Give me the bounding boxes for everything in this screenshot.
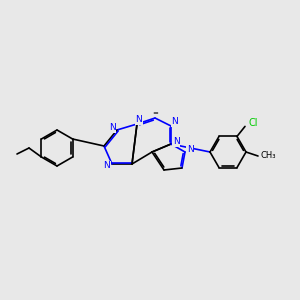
Text: N: N [187,146,194,154]
Text: N: N [103,161,110,170]
Text: =: = [152,110,158,116]
Text: CH₃: CH₃ [260,152,276,160]
Text: N: N [172,118,178,127]
Text: N: N [136,116,142,124]
Text: N: N [172,137,179,146]
Text: Cl: Cl [248,118,258,128]
Text: N: N [109,124,116,133]
